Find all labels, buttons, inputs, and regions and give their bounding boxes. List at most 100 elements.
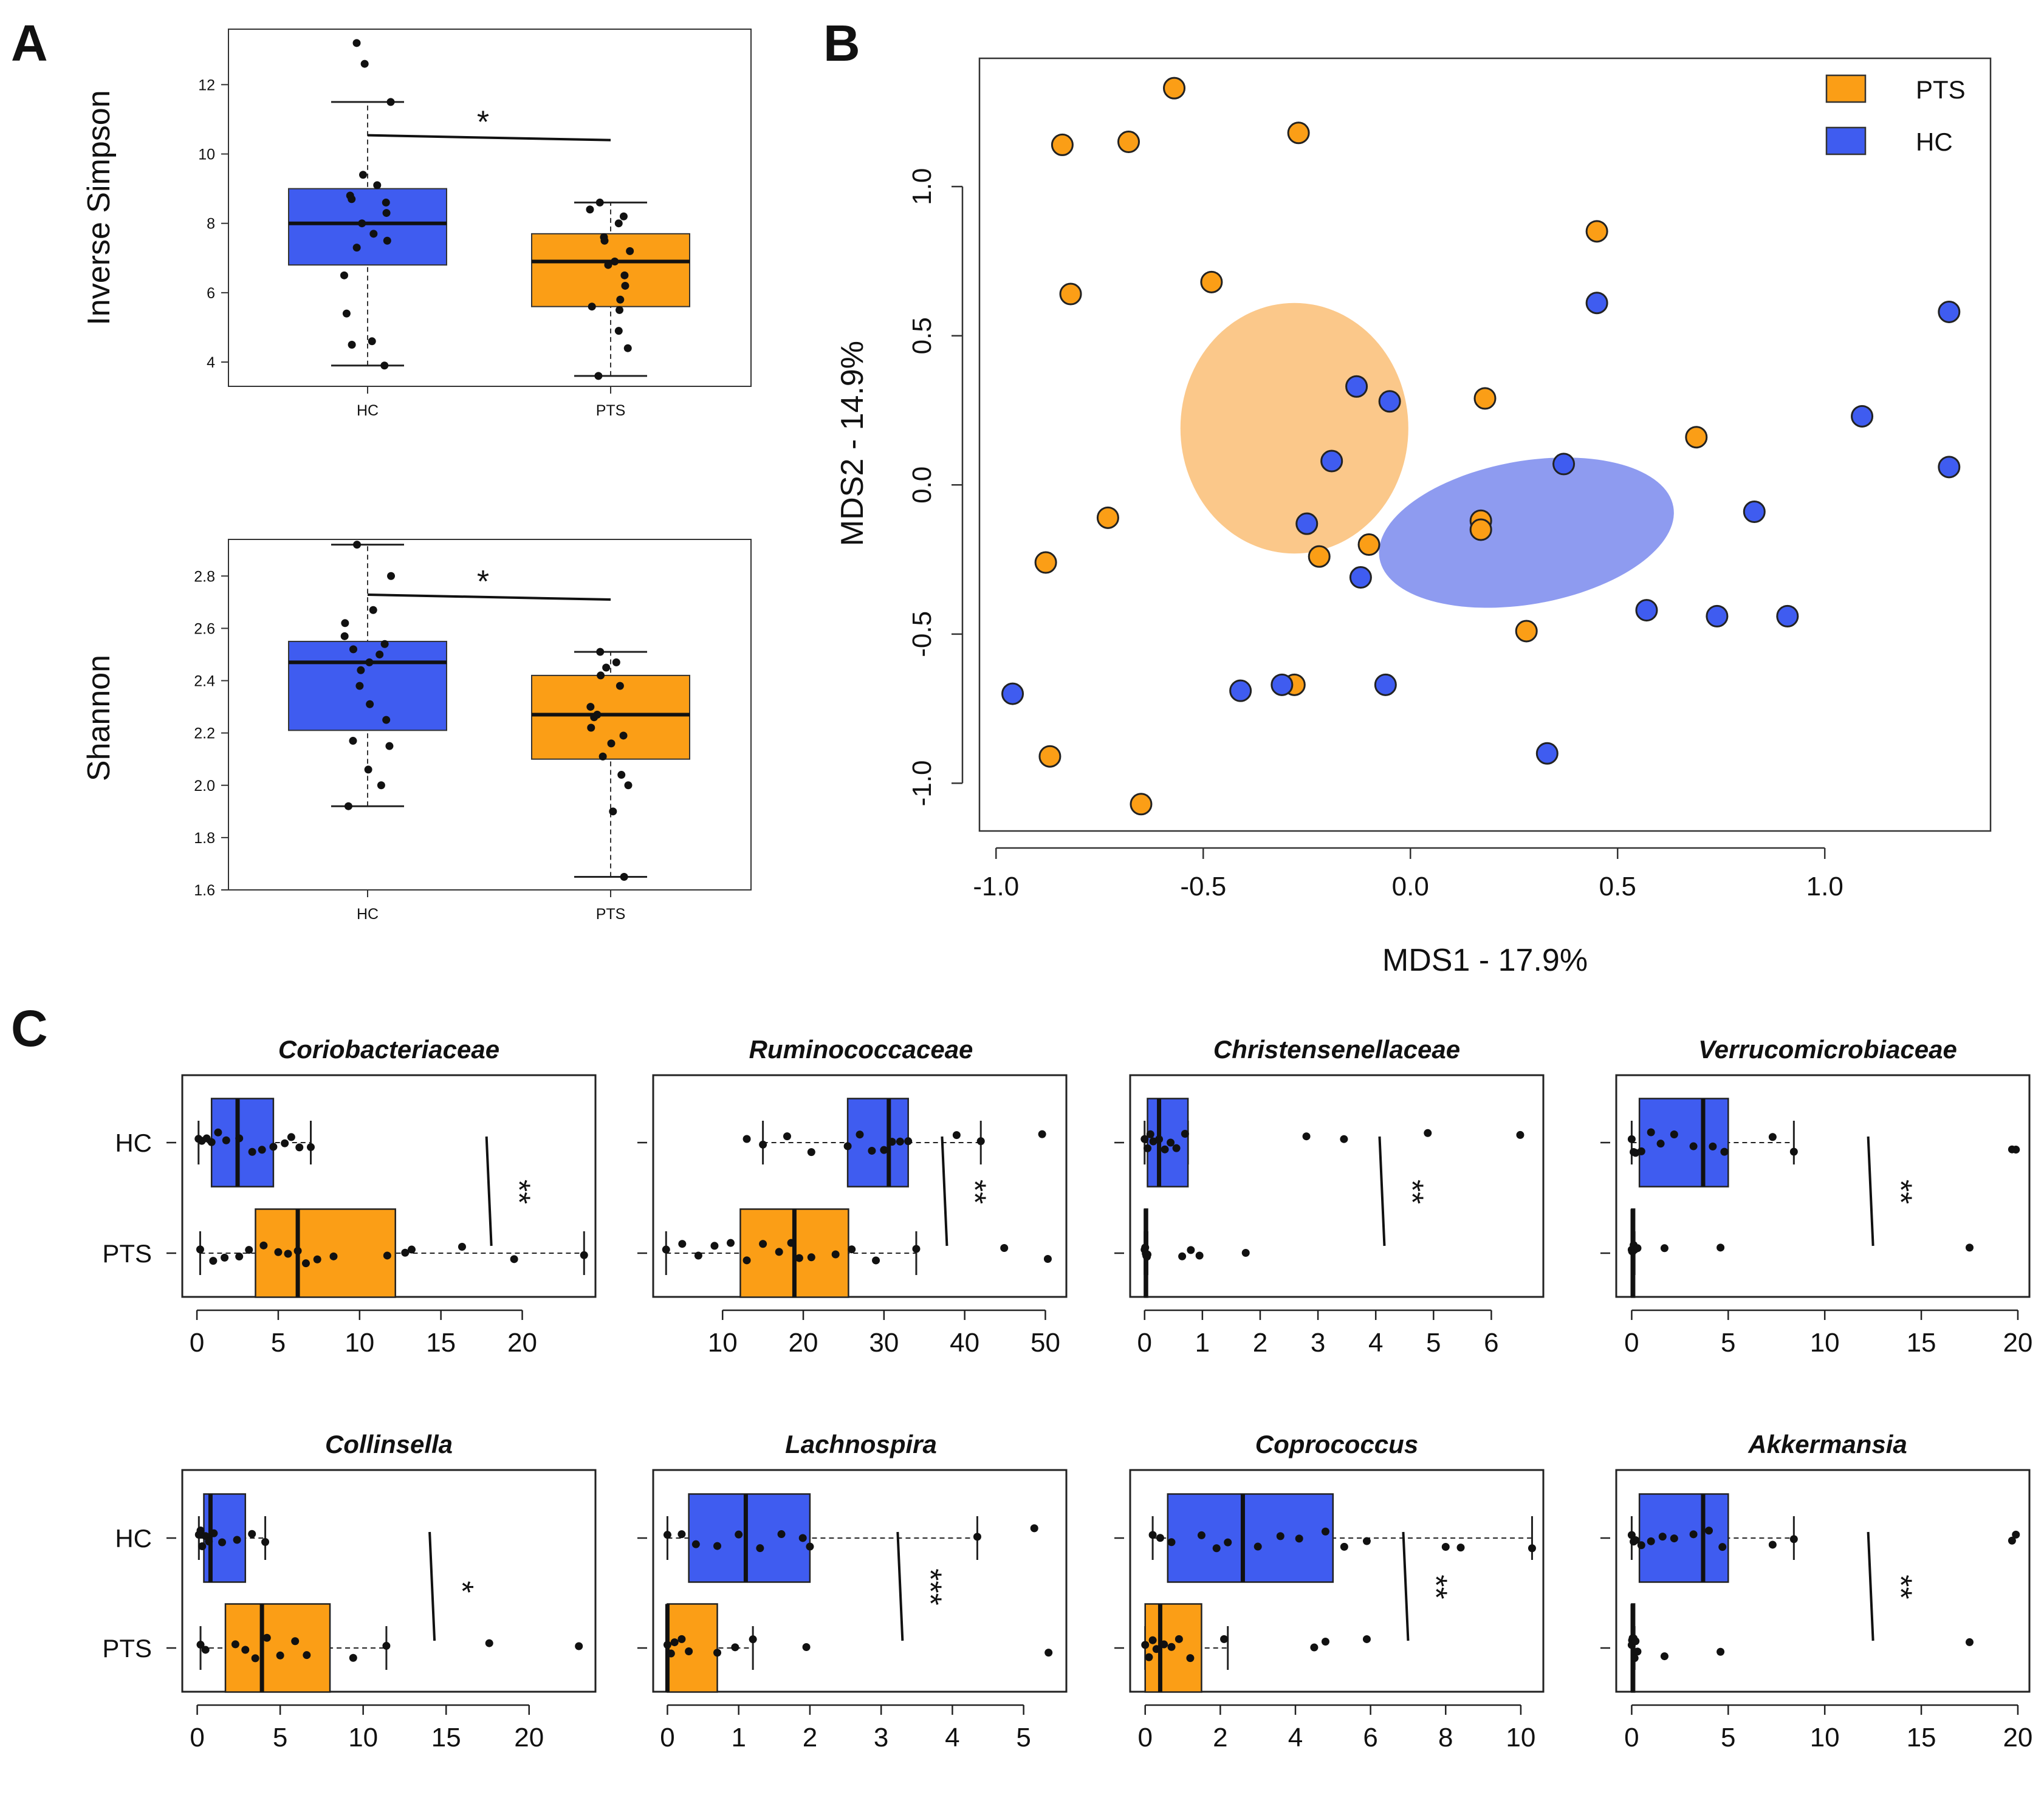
data-point	[369, 606, 377, 614]
iqr-box	[288, 640, 447, 731]
x-tick-label: 5	[1016, 1723, 1031, 1752]
data-point	[1130, 793, 1153, 816]
data-point	[624, 781, 633, 790]
data-point	[1148, 1636, 1157, 1644]
data-point	[1938, 300, 1961, 323]
chart-title: Collinsella	[325, 1430, 453, 1458]
panel-label-a: A	[11, 15, 48, 72]
data-point	[1271, 673, 1294, 696]
data-point	[306, 1143, 315, 1151]
data-point	[1685, 426, 1708, 449]
data-point	[598, 752, 607, 761]
data-point	[201, 1646, 210, 1654]
x-tick-label: -1.0	[973, 872, 1019, 901]
data-point	[355, 682, 364, 690]
data-point	[619, 731, 628, 740]
y-tick-label: 1.6	[194, 882, 215, 899]
data-point	[1148, 1531, 1157, 1539]
y-tick-label: 1.0	[907, 168, 937, 205]
data-point	[385, 742, 394, 750]
data-point	[663, 1641, 671, 1649]
plot-frame	[1615, 1469, 2031, 1693]
data-point	[207, 1138, 216, 1146]
plot-frame	[181, 1469, 597, 1693]
data-point	[1631, 1637, 1640, 1646]
data-point	[1152, 1645, 1161, 1653]
data-point	[251, 1654, 259, 1663]
y-tick-label: -0.5	[907, 611, 937, 657]
y-tick-label: 10	[198, 146, 215, 163]
x-tick-label: 5	[1426, 1328, 1441, 1358]
data-point	[798, 1534, 807, 1542]
x-tick-label: 4	[1288, 1723, 1303, 1752]
chart-title: Coprococcus	[1255, 1430, 1418, 1458]
x-tick-label: 10	[1810, 1328, 1840, 1358]
significance-marker: **	[1394, 1180, 1429, 1204]
data-point	[1374, 673, 1397, 696]
chart-title: Lachnospira	[785, 1430, 937, 1458]
data-point	[205, 1537, 213, 1546]
box-hc	[288, 39, 447, 370]
plot-frame	[1129, 1074, 1545, 1298]
data-point	[1229, 679, 1252, 702]
data-point	[357, 666, 365, 674]
data-point	[353, 541, 362, 549]
data-point	[586, 703, 595, 711]
data-point	[713, 1649, 722, 1657]
plot-frame	[1615, 1074, 2031, 1298]
data-point	[1287, 121, 1310, 145]
data-point	[787, 1239, 795, 1247]
significance-marker: **	[1883, 1574, 1918, 1599]
x-tick-label: 20	[2003, 1328, 2032, 1358]
box-hc	[1148, 1493, 1536, 1583]
data-point	[1276, 1532, 1284, 1540]
chart-coriobacteriaceae: Coriobacteriaceae 0 5 10 15 20 HC PTS **	[102, 1035, 597, 1358]
data-point	[596, 648, 605, 656]
data-point	[1647, 1537, 1655, 1545]
x-tick-label: 10	[348, 1723, 378, 1752]
x-tick-label: 20	[514, 1723, 544, 1752]
data-point	[1096, 506, 1119, 529]
significance-marker: **	[956, 1180, 992, 1204]
box-pts	[1140, 1208, 1250, 1298]
data-point	[586, 205, 594, 214]
box-hc	[1627, 1098, 2020, 1188]
box-hc	[288, 541, 447, 810]
data-point	[248, 1147, 256, 1156]
category-label: HC	[115, 1524, 152, 1553]
data-point	[261, 1537, 270, 1546]
data-point	[609, 807, 617, 816]
x-tick-label: 20	[507, 1328, 537, 1358]
data-point	[1167, 1538, 1176, 1547]
data-point	[348, 340, 356, 349]
data-point	[604, 261, 612, 269]
box-pts	[531, 648, 690, 881]
x-axis-label: MDS1 - 17.9%	[1382, 943, 1588, 978]
chart-ruminococcaceae: Ruminococcaceae 10 20 30 40 50 **	[637, 1035, 1068, 1358]
x-tick-label: PTS	[596, 402, 626, 419]
data-point	[1552, 453, 1576, 476]
legend-swatch-pts	[1825, 74, 1867, 103]
data-point	[1000, 1244, 1009, 1253]
significance-marker: *	[444, 1581, 479, 1593]
x-tick-label: 0	[660, 1723, 674, 1752]
iqr-box	[688, 1493, 811, 1583]
data-point	[1660, 1244, 1668, 1253]
data-point	[1295, 512, 1319, 535]
data-point	[1965, 1243, 1974, 1252]
x-tick-label: 20	[789, 1328, 818, 1358]
data-point	[269, 1143, 278, 1151]
significance-marker: *	[477, 564, 489, 600]
data-point	[293, 1246, 302, 1255]
panel-labels: A B C	[11, 15, 860, 1057]
data-point	[1200, 270, 1223, 293]
data-point	[1310, 1643, 1319, 1652]
data-point	[313, 1255, 321, 1263]
data-point	[291, 1637, 300, 1646]
data-point	[807, 1253, 815, 1262]
y-tick-label: 4	[207, 354, 215, 371]
data-point	[1656, 1140, 1665, 1148]
y-tick-label: 2.2	[194, 725, 215, 742]
data-point	[620, 872, 628, 881]
data-point	[806, 1542, 814, 1551]
